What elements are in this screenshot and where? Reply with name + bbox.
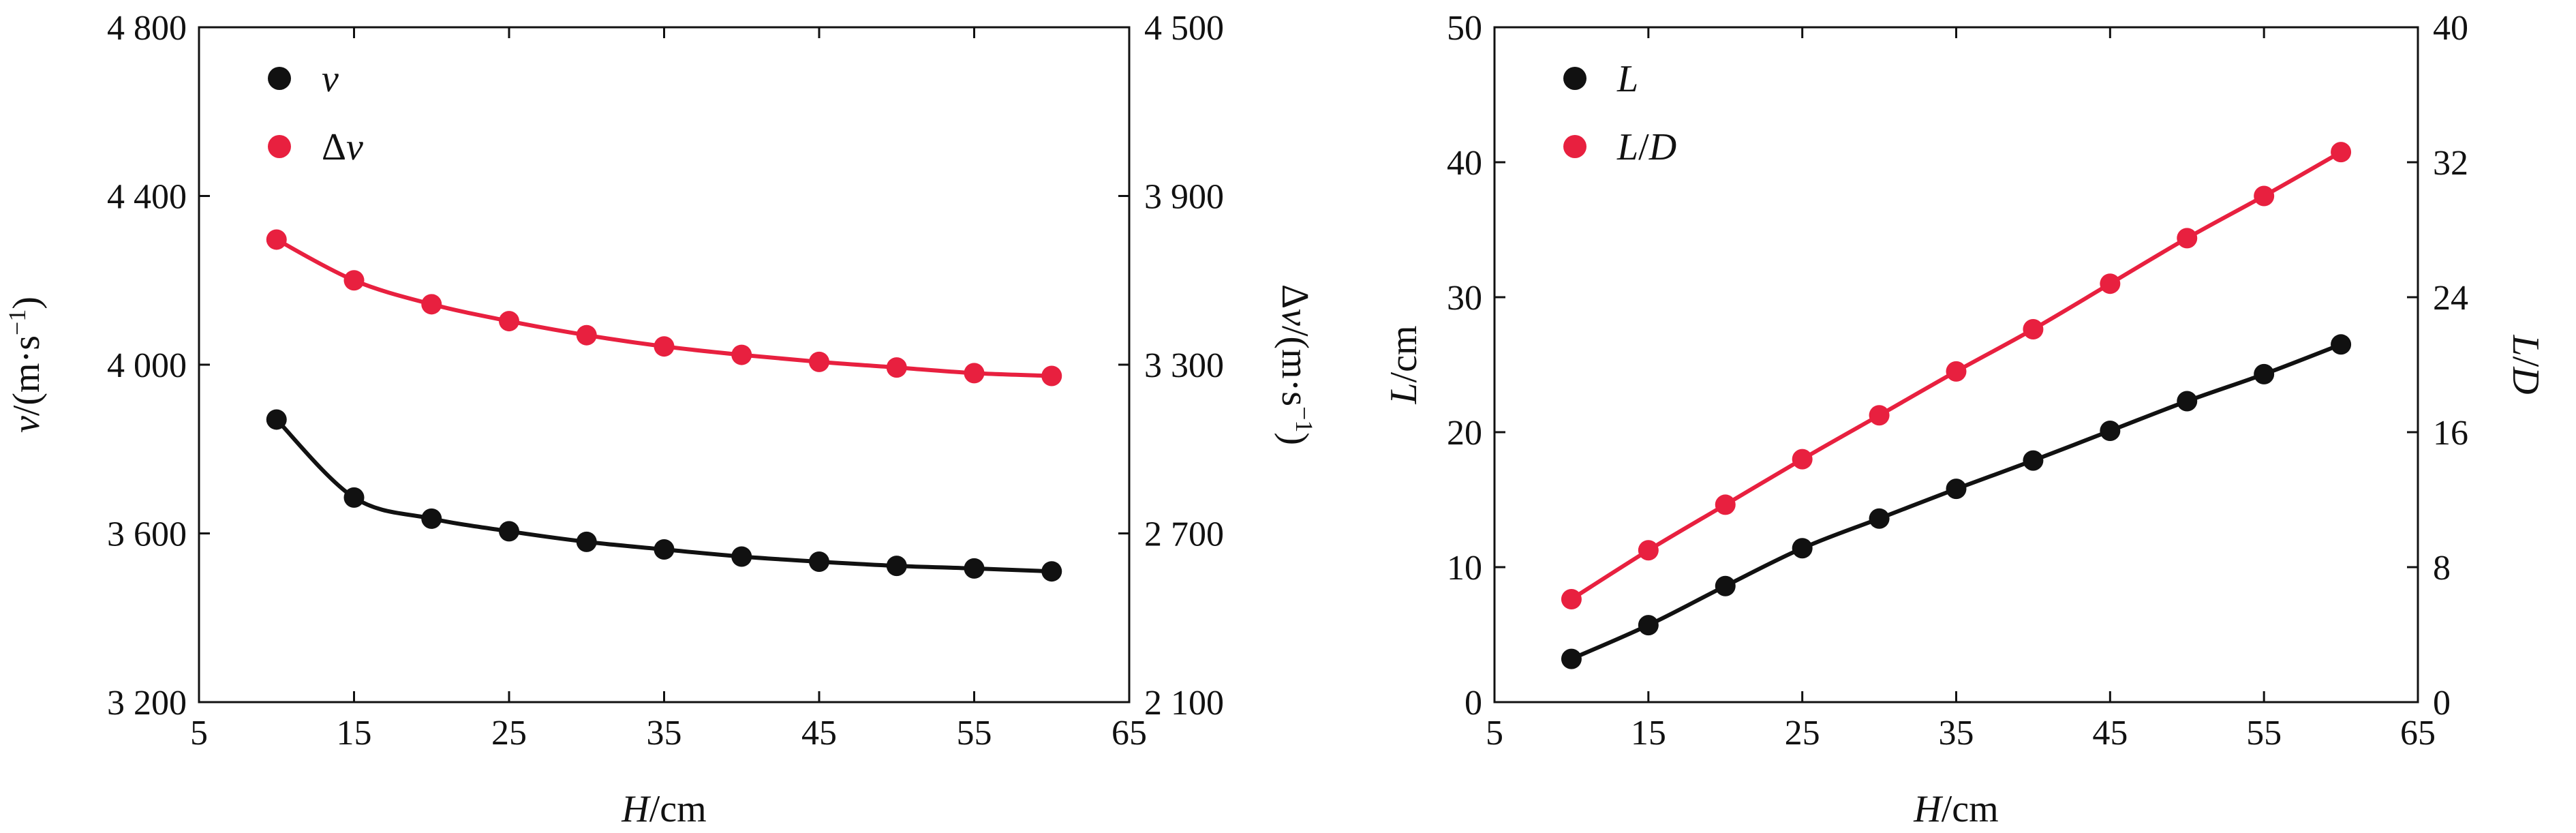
legend-marker xyxy=(1563,67,1586,90)
x-tick-label: 45 xyxy=(801,714,837,753)
y-left-tick-label: 20 xyxy=(1447,414,1482,453)
data-point xyxy=(1869,508,1890,529)
data-point xyxy=(1869,405,1890,426)
data-point xyxy=(266,409,287,430)
legend-label: v xyxy=(322,58,339,100)
data-point xyxy=(1041,365,1062,387)
x-tick-label: 45 xyxy=(2092,714,2128,753)
y-left-tick-label: 30 xyxy=(1447,279,1482,318)
data-point xyxy=(343,487,365,508)
right-chart-panel: 5 15 25 35 45 55 65010203040500816243240H/cmL/… xyxy=(1383,9,2547,830)
series-line-L xyxy=(1570,342,2342,661)
data-point xyxy=(886,357,907,378)
data-point xyxy=(421,508,442,529)
data-point xyxy=(2023,319,2044,340)
data-point xyxy=(654,336,675,357)
y-left-tick-label: 0 xyxy=(1465,684,1482,723)
data-point xyxy=(1792,449,1813,470)
legend-label: Δv xyxy=(322,126,363,168)
data-point xyxy=(2100,421,2121,442)
y-left-tick-label: 50 xyxy=(1447,9,1482,48)
data-point xyxy=(576,324,597,346)
data-point xyxy=(731,344,752,365)
x-tick-label: 25 xyxy=(491,714,527,753)
x-tick-label: 35 xyxy=(1939,714,1974,753)
y-right-tick-label: 24 xyxy=(2433,279,2468,318)
y-left-tick-label: 4 400 xyxy=(107,178,187,217)
y-left-axis-label: v/(m·s−1) xyxy=(3,297,48,433)
data-point xyxy=(266,229,287,250)
x-tick-label: 55 xyxy=(2246,714,2282,753)
legend-label: L/D xyxy=(1616,126,1676,168)
data-point xyxy=(1946,479,1967,500)
data-point xyxy=(499,521,519,542)
y-right-tick-label: 3 300 xyxy=(1144,346,1224,385)
x-tick-label: 15 xyxy=(337,714,372,753)
data-point xyxy=(576,531,597,552)
y-right-tick-label: 16 xyxy=(2433,414,2468,453)
y-right-tick-label: 2 100 xyxy=(1144,684,1224,723)
data-point xyxy=(1638,540,1659,561)
y-left-tick-label: 3 600 xyxy=(107,515,187,554)
y-right-tick-label: 0 xyxy=(2433,684,2451,723)
x-tick-label: 5 xyxy=(190,714,208,753)
x-tick-label: 55 xyxy=(957,714,992,753)
y-right-tick-label: 40 xyxy=(2433,9,2468,48)
x-tick-label: 65 xyxy=(1111,714,1147,753)
data-point xyxy=(809,551,829,572)
data-point xyxy=(1561,648,1582,669)
data-point xyxy=(2177,391,2198,412)
y-left-tick-label: 3 200 xyxy=(107,684,187,723)
data-point xyxy=(1561,589,1582,610)
y-right-tick-label: 4 500 xyxy=(1144,9,1224,48)
data-point xyxy=(421,294,442,315)
y-left-tick-label: 4 800 xyxy=(107,9,187,48)
y-right-tick-label: 8 xyxy=(2433,549,2451,588)
data-point xyxy=(2023,450,2044,471)
data-point xyxy=(2177,228,2198,249)
data-point xyxy=(809,351,829,372)
data-point xyxy=(1715,494,1736,515)
data-point xyxy=(964,558,985,579)
data-point xyxy=(2331,142,2352,163)
y-right-tick-label: 32 xyxy=(2433,144,2468,183)
data-point xyxy=(2100,273,2121,294)
data-point xyxy=(1792,538,1813,559)
data-point xyxy=(499,311,519,332)
x-tick-label: 25 xyxy=(1785,714,1820,753)
x-tick-label: 15 xyxy=(1631,714,1666,753)
x-tick-label: 35 xyxy=(647,714,682,753)
data-point xyxy=(1715,575,1736,596)
legend-label: L xyxy=(1616,58,1638,100)
y-right-tick-label: 3 900 xyxy=(1144,178,1224,217)
data-point xyxy=(886,556,907,577)
y-left-tick-label: 4 000 xyxy=(107,346,187,385)
left-chart-panel: 5 15 25 35 45 55 65 3 200 3 600 4 000 4 400 4 800 2 … xyxy=(3,9,1318,830)
data-point xyxy=(964,363,985,384)
x-tick-label: 65 xyxy=(2400,714,2436,753)
data-point xyxy=(731,546,752,567)
data-point xyxy=(2331,334,2352,355)
data-point xyxy=(1638,615,1659,636)
data-point xyxy=(2254,363,2275,384)
y-right-axis-label: L/D xyxy=(2504,334,2547,394)
data-point xyxy=(1041,561,1062,582)
data-point xyxy=(343,270,365,291)
data-point xyxy=(654,539,675,560)
x-axis-label: H/cm xyxy=(1913,788,1998,830)
y-left-axis-label: L/cm xyxy=(1383,325,1425,404)
data-point xyxy=(2254,185,2275,207)
y-left-tick-label: 10 xyxy=(1447,549,1482,588)
data-point xyxy=(1946,361,1967,382)
x-tick-label: 5 xyxy=(1486,714,1503,753)
legend-marker xyxy=(268,135,291,158)
legend-marker xyxy=(268,67,291,90)
y-right-axis-label: Δv/(m·s−1) xyxy=(1274,284,1318,445)
y-right-tick-label: 2 700 xyxy=(1144,515,1224,554)
x-axis-label: H/cm xyxy=(621,788,706,830)
y-left-tick-label: 40 xyxy=(1447,144,1482,183)
legend-marker xyxy=(1563,135,1586,158)
